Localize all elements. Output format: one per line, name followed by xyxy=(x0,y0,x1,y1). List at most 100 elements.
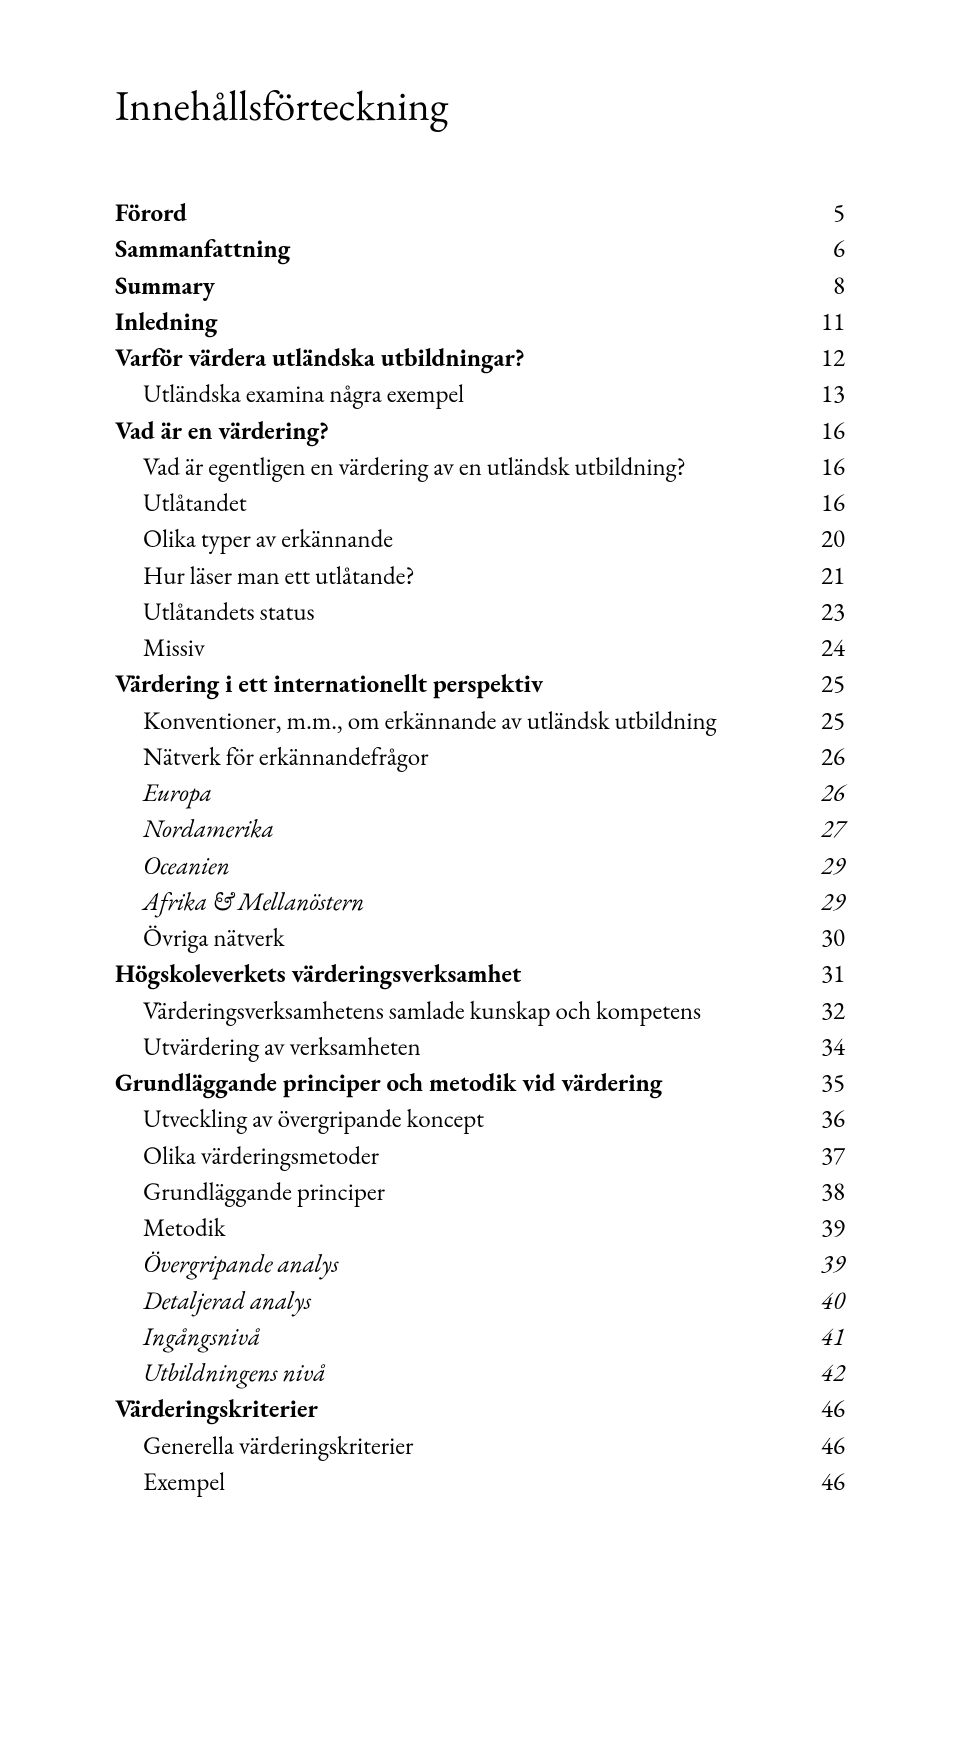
toc-entry: Metodik39 xyxy=(115,1210,845,1246)
toc-entry: Detaljerad analys40 xyxy=(115,1283,845,1319)
toc-entry-page: 34 xyxy=(809,1029,845,1065)
toc-entry: Exempel46 xyxy=(115,1464,845,1500)
toc-entry-page: 39 xyxy=(809,1210,845,1246)
toc-entry-page: 46 xyxy=(809,1428,845,1464)
toc-entry-label: Vad är en värdering? xyxy=(115,413,809,449)
toc-entry-page: 30 xyxy=(809,920,845,956)
toc-entry-label: Varför värdera utländska utbildningar? xyxy=(115,340,809,376)
toc-entry-label: Nätverk för erkännandefrågor xyxy=(143,739,809,775)
toc-entry-label: Vad är egentligen en värdering av en utl… xyxy=(143,449,809,485)
toc-entry-page: 36 xyxy=(809,1101,845,1137)
toc-entry: Förord5 xyxy=(115,195,845,231)
toc-entry-page: 41 xyxy=(809,1319,845,1355)
toc-entry: Afrika & Mellanöstern29 xyxy=(115,884,845,920)
toc-entry: Högskoleverkets värderingsverksamhet31 xyxy=(115,956,845,992)
toc-entry: Grundläggande principer38 xyxy=(115,1174,845,1210)
toc-entry-page: 6 xyxy=(821,231,845,267)
toc-entry-page: 23 xyxy=(809,594,845,630)
toc-entry: Missiv24 xyxy=(115,630,845,666)
toc-entry-page: 8 xyxy=(821,268,845,304)
toc-entry: Övriga nätverk30 xyxy=(115,920,845,956)
toc-entry: Inledning11 xyxy=(115,304,845,340)
toc-entry-label: Utländska examina några exempel xyxy=(143,376,809,412)
toc-entry-page: 16 xyxy=(809,413,845,449)
toc-entry-label: Grundläggande principer och metodik vid … xyxy=(115,1065,809,1101)
table-of-contents: Förord5Sammanfattning6Summary8Inledning1… xyxy=(115,195,845,1500)
toc-entry: Utlåtandets status23 xyxy=(115,594,845,630)
toc-entry-label: Förord xyxy=(115,195,821,231)
toc-entry-label: Oceanien xyxy=(143,848,809,884)
toc-entry-page: 11 xyxy=(809,304,845,340)
toc-entry-label: Missiv xyxy=(143,630,809,666)
toc-entry: Hur läser man ett utlåtande?21 xyxy=(115,558,845,594)
toc-entry-page: 26 xyxy=(809,739,845,775)
toc-entry-page: 46 xyxy=(809,1464,845,1500)
toc-entry-label: Värdering i ett internationellt perspekt… xyxy=(115,666,809,702)
toc-entry-page: 25 xyxy=(809,703,845,739)
toc-entry-label: Utvärdering av verksamheten xyxy=(143,1029,809,1065)
toc-entry: Summary8 xyxy=(115,268,845,304)
toc-entry-page: 40 xyxy=(809,1283,845,1319)
toc-entry-label: Summary xyxy=(115,268,821,304)
toc-entry-label: Grundläggande principer xyxy=(143,1174,809,1210)
toc-entry: Utlåtandet16 xyxy=(115,485,845,521)
toc-entry: Olika värderingsmetoder37 xyxy=(115,1138,845,1174)
toc-entry-page: 25 xyxy=(809,666,845,702)
toc-entry-label: Övriga nätverk xyxy=(143,920,809,956)
toc-entry: Varför värdera utländska utbildningar?12 xyxy=(115,340,845,376)
toc-entry-page: 38 xyxy=(809,1174,845,1210)
toc-entry-label: Metodik xyxy=(143,1210,809,1246)
toc-entry: Sammanfattning6 xyxy=(115,231,845,267)
toc-entry-label: Värderingsverksamhetens samlade kunskap … xyxy=(143,993,809,1029)
toc-entry-label: Detaljerad analys xyxy=(143,1283,809,1319)
toc-entry: Utvärdering av verksamheten34 xyxy=(115,1029,845,1065)
toc-entry-label: Övergripande analys xyxy=(143,1246,809,1282)
toc-entry-page: 16 xyxy=(809,449,845,485)
toc-entry: Vad är egentligen en värdering av en utl… xyxy=(115,449,845,485)
toc-entry-page: 27 xyxy=(809,811,845,847)
toc-entry: Oceanien29 xyxy=(115,848,845,884)
toc-entry: Europa26 xyxy=(115,775,845,811)
toc-entry: Konventioner, m.m., om erkännande av utl… xyxy=(115,703,845,739)
toc-entry: Olika typer av erkännande20 xyxy=(115,521,845,557)
toc-entry-page: 12 xyxy=(809,340,845,376)
toc-entry-page: 37 xyxy=(809,1138,845,1174)
toc-entry-label: Olika typer av erkännande xyxy=(143,521,809,557)
toc-entry-label: Konventioner, m.m., om erkännande av utl… xyxy=(143,703,809,739)
toc-entry: Utveckling av övergripande koncept36 xyxy=(115,1101,845,1137)
toc-entry: Övergripande analys39 xyxy=(115,1246,845,1282)
toc-entry: Nordamerika27 xyxy=(115,811,845,847)
toc-entry-label: Högskoleverkets värderingsverksamhet xyxy=(115,956,809,992)
toc-entry: Värderingsverksamhetens samlade kunskap … xyxy=(115,993,845,1029)
toc-entry-label: Värderingskriterier xyxy=(115,1391,809,1427)
toc-entry-label: Utbildningens nivå xyxy=(143,1355,809,1391)
page-title: Innehållsförteckning xyxy=(115,78,845,133)
toc-entry-label: Utlåtandet xyxy=(143,485,809,521)
toc-entry-page: 35 xyxy=(809,1065,845,1101)
toc-entry-label: Afrika & Mellanöstern xyxy=(143,884,809,920)
toc-entry-label: Hur läser man ett utlåtande? xyxy=(143,558,809,594)
toc-entry-page: 24 xyxy=(809,630,845,666)
toc-entry-page: 46 xyxy=(809,1391,845,1427)
toc-entry: Värdering i ett internationellt perspekt… xyxy=(115,666,845,702)
toc-entry-label: Generella värderingskriterier xyxy=(143,1428,809,1464)
toc-entry: Ingångsnivå41 xyxy=(115,1319,845,1355)
toc-entry-label: Olika värderingsmetoder xyxy=(143,1138,809,1174)
toc-entry-page: 31 xyxy=(809,956,845,992)
toc-entry: Utländska examina några exempel13 xyxy=(115,376,845,412)
toc-entry-label: Ingångsnivå xyxy=(143,1319,809,1355)
toc-entry-label: Nordamerika xyxy=(143,811,809,847)
toc-entry-label: Utveckling av övergripande koncept xyxy=(143,1101,809,1137)
toc-entry-page: 39 xyxy=(809,1246,845,1282)
toc-entry-page: 42 xyxy=(809,1355,845,1391)
toc-entry-label: Europa xyxy=(143,775,809,811)
toc-entry-label: Exempel xyxy=(143,1464,809,1500)
toc-entry: Värderingskriterier46 xyxy=(115,1391,845,1427)
toc-entry: Generella värderingskriterier46 xyxy=(115,1428,845,1464)
toc-entry-label: Sammanfattning xyxy=(115,231,821,267)
toc-entry: Nätverk för erkännandefrågor26 xyxy=(115,739,845,775)
toc-entry-page: 20 xyxy=(809,521,845,557)
toc-entry: Vad är en värdering?16 xyxy=(115,413,845,449)
toc-entry-page: 5 xyxy=(821,195,845,231)
toc-entry-page: 29 xyxy=(809,884,845,920)
